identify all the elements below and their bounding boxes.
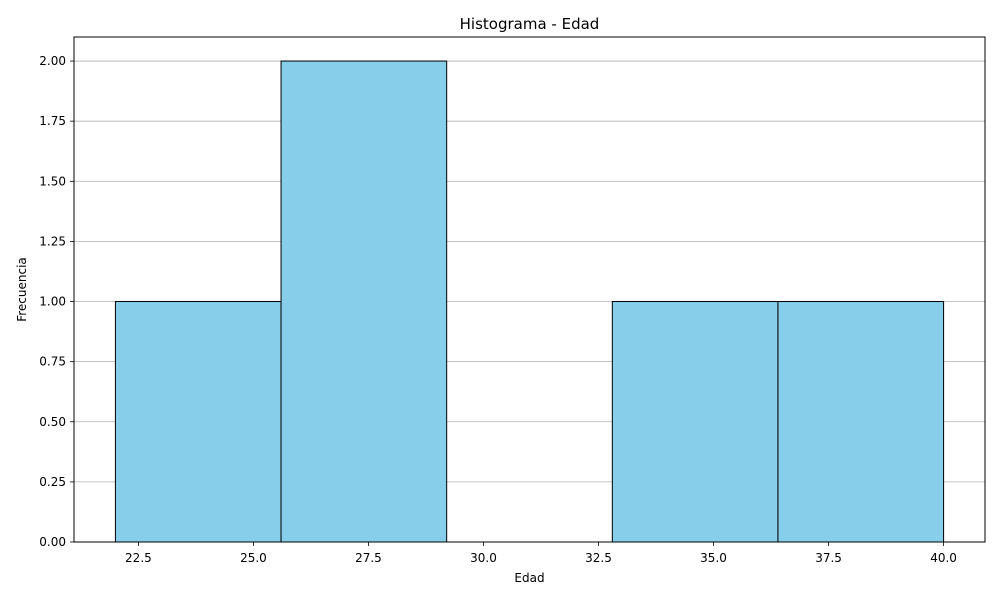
x-tick-label: 37.5: [815, 551, 842, 565]
histogram-bar: [611, 301, 779, 543]
y-tick-label: 1.00: [39, 295, 66, 309]
x-tick-label: 40.0: [930, 551, 957, 565]
x-axis-label: Edad: [514, 571, 544, 585]
x-tick-label: 32.5: [585, 551, 612, 565]
bars-layer: [114, 60, 945, 543]
y-axis-ticks: 0.00 0.25 0.50 0.75 1.00 1.25 1.50 1.75 2.00: [39, 54, 74, 549]
x-axis-ticks: 22.5 25.0 27.5 30.0 32.5 35.0 37.5 40.0: [125, 542, 957, 565]
y-tick-label: 1.50: [39, 174, 66, 188]
y-axis-label: Frecuencia: [15, 257, 29, 322]
y-tick-label: 0.00: [39, 535, 66, 549]
x-tick-label: 27.5: [355, 551, 382, 565]
chart-title: Histograma - Edad: [460, 15, 600, 33]
x-tick-label: 30.0: [470, 551, 497, 565]
y-tick-label: 2.00: [39, 54, 66, 68]
y-tick-label: 1.25: [39, 234, 66, 248]
plot-area-frame: [73, 36, 986, 543]
x-tick-label: 22.5: [125, 551, 152, 565]
histogram-bar: [280, 60, 448, 543]
x-tick-label: 25.0: [240, 551, 267, 565]
histogram-bar: [114, 301, 282, 543]
y-tick-label: 0.50: [39, 415, 66, 429]
histogram-bar: [777, 301, 945, 543]
y-tick-label: 0.75: [39, 355, 66, 369]
y-tick-label: 1.75: [39, 114, 66, 128]
y-tick-label: 0.25: [39, 475, 66, 489]
x-tick-label: 35.0: [700, 551, 727, 565]
